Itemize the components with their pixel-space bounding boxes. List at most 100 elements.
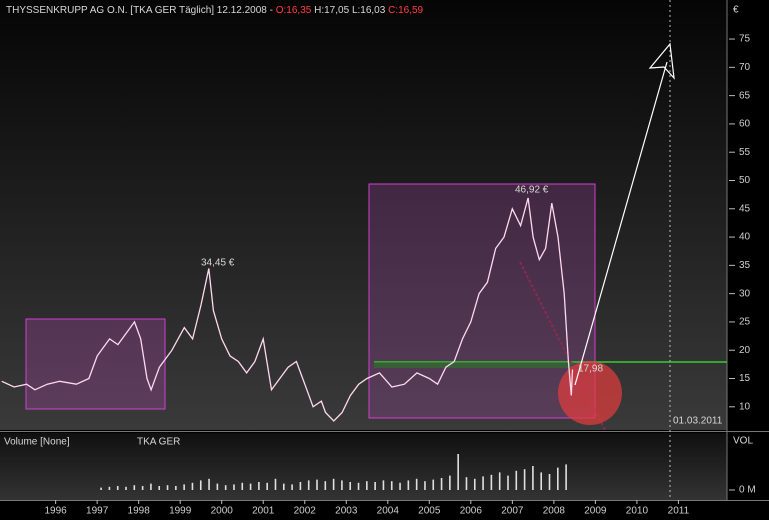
highlight-circle: [558, 361, 622, 425]
volume-bar: [158, 486, 161, 490]
volume-bar: [523, 469, 526, 490]
x-tick-label: 2008: [543, 506, 566, 517]
volume-bar: [116, 486, 119, 490]
x-tick-label: 1997: [86, 506, 109, 517]
volume-bar: [249, 483, 252, 490]
volume-symbol: TKA GER: [137, 437, 180, 448]
x-tick-label: 2004: [377, 506, 400, 517]
volume-bar: [324, 481, 327, 490]
volume-bar: [507, 475, 509, 490]
annotation: 46,92 €: [515, 185, 549, 196]
y-tick-label: 75: [739, 34, 751, 45]
volume-bar: [125, 486, 127, 490]
x-tick-label: 2006: [460, 506, 483, 517]
volume-bar: [175, 486, 177, 490]
volume-bar: [482, 476, 484, 490]
volume-bar: [150, 483, 152, 490]
volume-bar: [357, 482, 360, 490]
volume-panel: [0, 433, 727, 500]
volume-bar: [191, 482, 194, 490]
volume-bar: [183, 484, 185, 490]
volume-bar: [349, 482, 352, 490]
volume-bar: [415, 478, 418, 490]
volume-bar: [307, 480, 310, 490]
x-tick-label: 1996: [45, 506, 68, 517]
x-tick-label: 2002: [294, 506, 317, 517]
support-band: [374, 362, 574, 368]
volume-bar: [108, 486, 111, 490]
x-tick-label: 2005: [418, 506, 441, 517]
volume-bar: [490, 474, 493, 490]
volume-bar: [166, 485, 169, 490]
forecast-arrow: [574, 42, 675, 386]
y-tick-label: 60: [739, 119, 751, 130]
highlight-box: [368, 183, 596, 419]
x-tick-label: 2010: [626, 506, 649, 517]
volume-label: Volume [None]: [4, 437, 70, 448]
y-tick-label: 15: [739, 373, 751, 384]
y-tick-label: 55: [739, 147, 751, 158]
volume-bar: [133, 485, 136, 490]
x-tick-label: 2011: [668, 506, 690, 517]
y-tick-label: 45: [739, 203, 751, 214]
volume-bar: [224, 485, 227, 490]
volume-bar: [199, 480, 202, 490]
volume-bar: [208, 478, 210, 490]
volume-bar: [341, 480, 343, 490]
volume-bar: [473, 478, 476, 490]
volume-bar: [233, 484, 235, 490]
volume-bar: [515, 470, 518, 490]
volume-bar: [540, 472, 543, 490]
annotation: 17,98: [578, 364, 603, 375]
y-tick-label: 10: [739, 401, 751, 412]
volume-bar: [432, 479, 435, 490]
volume-bar: [390, 481, 393, 490]
y-tick-label: 40: [739, 232, 751, 243]
x-tick-label: 2007: [501, 506, 524, 517]
volume-bar: [532, 466, 534, 490]
x-tick-label: 2003: [335, 506, 358, 517]
y-tick-label: 65: [739, 90, 751, 101]
y-tick-label: 70: [739, 62, 751, 73]
volume-bar: [548, 474, 551, 490]
volume-bar: [316, 479, 318, 490]
y-tick-label: 25: [739, 317, 751, 328]
volume-bar: [449, 475, 451, 490]
volume-bar: [440, 478, 443, 490]
volume-bar: [399, 482, 401, 490]
volume-bar: [266, 482, 268, 490]
x-tick-label: 2001: [252, 506, 275, 517]
volume-bar: [291, 484, 293, 490]
volume-axis-label: VOL: [733, 436, 753, 447]
volume-bar: [457, 454, 459, 490]
price-line: [1, 197, 574, 422]
y-tick-label: 50: [739, 175, 751, 186]
y-tick-label: 30: [739, 288, 751, 299]
volume-bar: [274, 478, 277, 490]
y-tick-label: 0 M: [739, 485, 756, 496]
volume-bar: [374, 482, 376, 490]
volume-bar: [141, 486, 144, 490]
y-tick-label: 20: [739, 345, 751, 356]
annotation: 34,45 €: [201, 258, 235, 269]
volume-bar: [258, 482, 260, 490]
x-tick-label: 2009: [584, 506, 607, 517]
chart-title: THYSSENKRUPP AG O.N. [TKA GER Täglich] 1…: [6, 5, 424, 16]
x-tick-label: 2000: [211, 506, 234, 517]
volume-bar: [557, 467, 559, 490]
volume-bar: [382, 480, 385, 490]
volume-bar: [366, 481, 368, 490]
currency-label: €: [733, 5, 739, 16]
x-tick-label: 1999: [169, 506, 192, 517]
y-tick-label: 35: [739, 260, 751, 271]
volume-bar: [424, 481, 426, 490]
volume-bar: [565, 464, 567, 490]
volume-bar: [407, 480, 410, 490]
highlight-box: [25, 318, 166, 410]
volume-bar: [332, 478, 335, 490]
volume-bar: [100, 487, 102, 490]
volume-bar: [498, 472, 501, 490]
price-panel: [0, 0, 727, 430]
volume-bar: [241, 482, 244, 490]
